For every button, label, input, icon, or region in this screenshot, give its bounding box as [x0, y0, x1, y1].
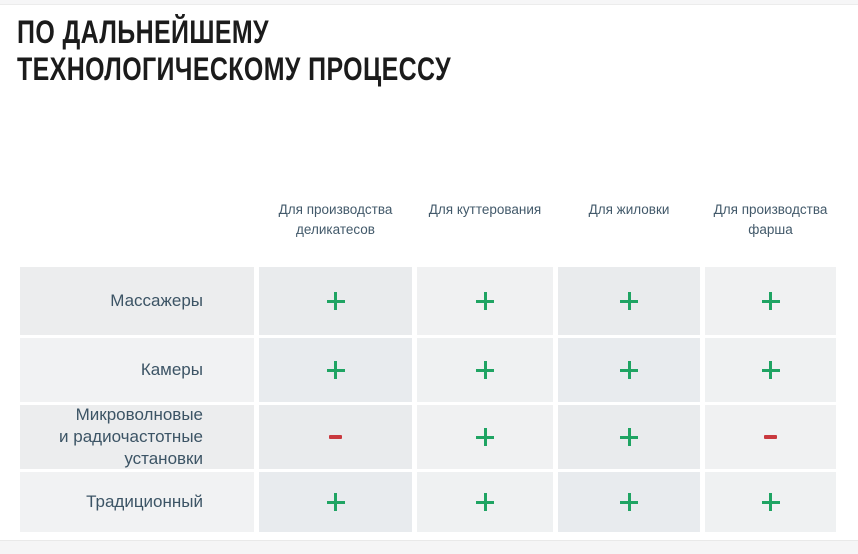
table-cell [558, 472, 700, 532]
column-header-1: Для производства деликатесов [278, 202, 393, 238]
bottom-bar [0, 540, 858, 554]
table-cell [705, 338, 836, 402]
table-cell [558, 267, 700, 335]
row-label: Микроволновые и радиочастотные установки [20, 405, 254, 469]
table-cell [417, 472, 553, 532]
column-header-3: Для жиловки [588, 202, 670, 217]
row-label: Камеры [20, 338, 254, 402]
table-cell [558, 338, 700, 402]
minus-icon [764, 434, 777, 440]
table-cell [259, 267, 412, 335]
plus-icon [326, 493, 345, 511]
plus-icon [476, 428, 494, 446]
table-cell [417, 338, 553, 402]
plus-icon [476, 361, 494, 379]
table-cell [259, 405, 412, 469]
plus-icon [761, 292, 780, 310]
plus-icon [761, 493, 780, 511]
plus-icon [620, 493, 638, 511]
row-label: Массажеры [20, 267, 254, 335]
table-cell [259, 338, 412, 402]
plus-icon [326, 292, 345, 310]
table-cell [705, 405, 836, 469]
column-header-2: Для куттерования [428, 202, 542, 217]
plus-icon [476, 493, 494, 511]
table-cell [705, 267, 836, 335]
top-divider [0, 0, 858, 5]
page-title-line-1: ПО ДАЛЬНЕЙШЕМУ [17, 14, 269, 50]
table-cell [259, 472, 412, 532]
minus-icon [329, 434, 342, 440]
table-column-headers: Для производства деликатесов Для куттеров… [20, 200, 836, 241]
table-cell [417, 267, 553, 335]
table-cell [705, 472, 836, 532]
column-header-4: Для производства фарша [713, 202, 828, 238]
page-title: ПО ДАЛЬНЕЙШЕМУ ТЕХНОЛОГИЧЕСКОМУ ПРОЦЕССУ [17, 14, 451, 88]
page-title-line-2: ТЕХНОЛОГИЧЕСКОМУ ПРОЦЕССУ [17, 51, 452, 88]
plus-icon [620, 361, 638, 379]
process-comparison-table: Массажеры Камеры Микроволновые и радиочаст… [20, 267, 836, 532]
plus-icon [476, 292, 494, 310]
table-cell [558, 405, 700, 469]
plus-icon [620, 428, 638, 446]
plus-icon [326, 361, 345, 379]
table-cell [417, 405, 553, 469]
row-label: Традиционный [20, 472, 254, 532]
plus-icon [761, 361, 780, 379]
plus-icon [620, 292, 638, 310]
